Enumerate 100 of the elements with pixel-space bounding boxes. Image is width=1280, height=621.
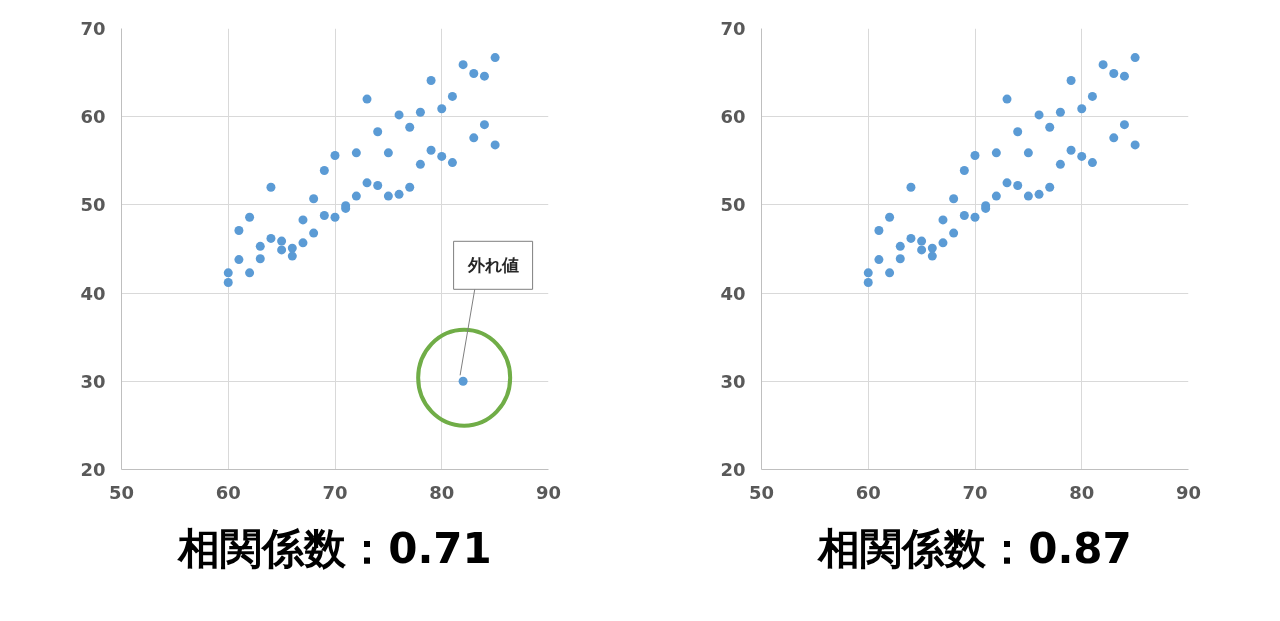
point bbox=[287, 251, 297, 261]
y-tick-label: 40 bbox=[80, 282, 106, 304]
text: 相関係数：0.87 bbox=[817, 523, 1132, 573]
point bbox=[373, 127, 383, 137]
point bbox=[906, 182, 916, 192]
point bbox=[383, 191, 393, 201]
point bbox=[490, 53, 500, 63]
point bbox=[298, 215, 308, 225]
point bbox=[469, 133, 479, 143]
point bbox=[330, 212, 340, 222]
point bbox=[927, 243, 937, 253]
y-tick-label: 50 bbox=[80, 194, 106, 216]
point bbox=[1087, 158, 1097, 168]
point bbox=[426, 76, 436, 86]
x-tick-label: 50 bbox=[748, 481, 775, 503]
point bbox=[245, 268, 255, 278]
point bbox=[394, 189, 404, 199]
point bbox=[447, 158, 457, 168]
point bbox=[885, 212, 895, 222]
point bbox=[234, 225, 244, 235]
point bbox=[1013, 127, 1023, 137]
point bbox=[970, 151, 980, 160]
point bbox=[1034, 189, 1044, 199]
point bbox=[863, 278, 873, 288]
point bbox=[1045, 182, 1055, 192]
y-tick-label: 40 bbox=[720, 282, 746, 304]
point bbox=[490, 140, 500, 150]
y-tick-label: 60 bbox=[80, 106, 106, 128]
point bbox=[447, 91, 457, 101]
point bbox=[885, 268, 895, 278]
x-tick-label: 80 bbox=[1069, 481, 1095, 503]
point bbox=[351, 191, 361, 201]
point bbox=[415, 159, 425, 169]
point bbox=[277, 245, 287, 255]
point bbox=[1066, 76, 1076, 86]
point bbox=[415, 107, 425, 117]
point bbox=[938, 238, 948, 248]
point bbox=[383, 148, 393, 158]
y-tick-label: 20 bbox=[80, 459, 106, 480]
point bbox=[1119, 71, 1129, 81]
point bbox=[298, 238, 308, 248]
point bbox=[874, 225, 884, 235]
point bbox=[1130, 53, 1140, 63]
point bbox=[223, 268, 233, 278]
y-tick-label: 30 bbox=[80, 370, 106, 392]
point bbox=[991, 148, 1001, 158]
point bbox=[405, 122, 415, 132]
point bbox=[458, 376, 468, 386]
point bbox=[479, 71, 489, 81]
point bbox=[394, 110, 404, 120]
point bbox=[895, 254, 905, 264]
x-tick-label: 70 bbox=[322, 481, 348, 503]
point bbox=[255, 254, 265, 264]
point bbox=[1109, 68, 1119, 78]
point bbox=[1013, 181, 1023, 190]
point bbox=[319, 210, 329, 220]
point bbox=[874, 255, 884, 265]
point bbox=[949, 194, 959, 204]
point bbox=[309, 194, 319, 204]
point bbox=[1077, 104, 1087, 114]
point bbox=[927, 251, 937, 261]
point bbox=[255, 241, 265, 251]
x-tick-label: 70 bbox=[962, 481, 988, 503]
point bbox=[991, 191, 1001, 201]
point bbox=[362, 94, 372, 104]
point bbox=[426, 145, 436, 155]
point bbox=[319, 166, 329, 175]
point bbox=[1055, 107, 1065, 117]
point bbox=[1023, 191, 1033, 201]
point bbox=[479, 120, 489, 130]
point bbox=[351, 148, 361, 158]
point bbox=[949, 228, 959, 238]
point bbox=[917, 245, 927, 255]
point bbox=[234, 255, 244, 265]
point bbox=[458, 60, 468, 70]
point bbox=[362, 178, 372, 188]
point bbox=[373, 181, 383, 190]
point bbox=[266, 233, 276, 243]
x-tick-label: 60 bbox=[855, 481, 881, 503]
point bbox=[1077, 151, 1087, 161]
x-tick-label: 60 bbox=[215, 481, 241, 503]
point bbox=[1034, 110, 1044, 120]
point bbox=[970, 212, 980, 222]
point bbox=[917, 236, 927, 246]
point bbox=[405, 182, 415, 192]
x-tick-label: 80 bbox=[429, 481, 455, 503]
point bbox=[266, 182, 276, 192]
point bbox=[287, 243, 297, 253]
point bbox=[895, 241, 905, 251]
annotation: 外れ値 bbox=[466, 255, 519, 276]
point bbox=[437, 151, 447, 161]
point bbox=[1109, 133, 1119, 143]
y-tick-label: 60 bbox=[720, 106, 746, 128]
point bbox=[1087, 91, 1097, 101]
point bbox=[223, 278, 233, 288]
x-tick-label: 90 bbox=[1175, 481, 1202, 503]
point bbox=[277, 236, 287, 246]
y-tick-label: 20 bbox=[720, 459, 746, 480]
point bbox=[437, 104, 447, 114]
point bbox=[938, 215, 948, 225]
